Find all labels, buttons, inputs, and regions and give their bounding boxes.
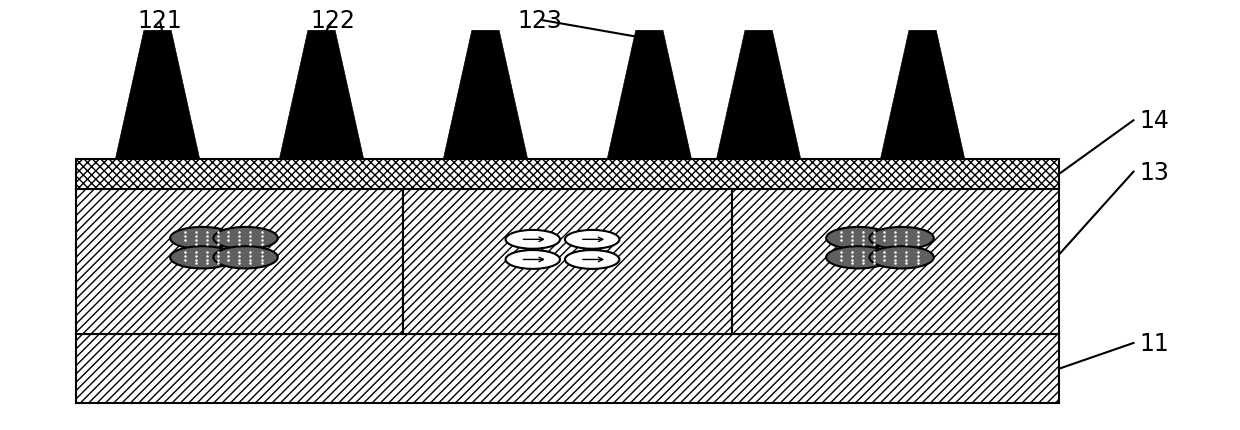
Circle shape bbox=[213, 227, 278, 249]
Circle shape bbox=[506, 230, 560, 249]
Bar bbox=[76, 160, 1059, 189]
Text: 121: 121 bbox=[138, 9, 182, 33]
Bar bbox=[403, 189, 732, 335]
Text: 123: 123 bbox=[517, 9, 562, 33]
Circle shape bbox=[170, 227, 234, 249]
Bar bbox=[76, 189, 403, 335]
Circle shape bbox=[869, 247, 934, 269]
Bar bbox=[76, 335, 1059, 403]
Circle shape bbox=[869, 227, 934, 249]
Circle shape bbox=[565, 250, 620, 269]
Circle shape bbox=[170, 247, 234, 269]
Bar bbox=[76, 160, 1059, 189]
Bar bbox=[732, 189, 1059, 335]
Bar bbox=[76, 189, 403, 335]
Polygon shape bbox=[880, 31, 965, 160]
Bar bbox=[403, 189, 732, 335]
Circle shape bbox=[213, 247, 278, 269]
Polygon shape bbox=[444, 31, 527, 160]
Text: 11: 11 bbox=[1140, 331, 1169, 355]
Circle shape bbox=[506, 250, 560, 269]
Polygon shape bbox=[608, 31, 692, 160]
Circle shape bbox=[826, 247, 890, 269]
Polygon shape bbox=[279, 31, 363, 160]
Text: 14: 14 bbox=[1140, 109, 1169, 133]
Bar bbox=[732, 189, 1059, 335]
Polygon shape bbox=[717, 31, 801, 160]
Polygon shape bbox=[115, 31, 200, 160]
Circle shape bbox=[826, 227, 890, 249]
Bar bbox=[76, 335, 1059, 403]
Text: 122: 122 bbox=[310, 9, 356, 33]
Circle shape bbox=[565, 230, 620, 249]
Text: 13: 13 bbox=[1140, 160, 1169, 184]
